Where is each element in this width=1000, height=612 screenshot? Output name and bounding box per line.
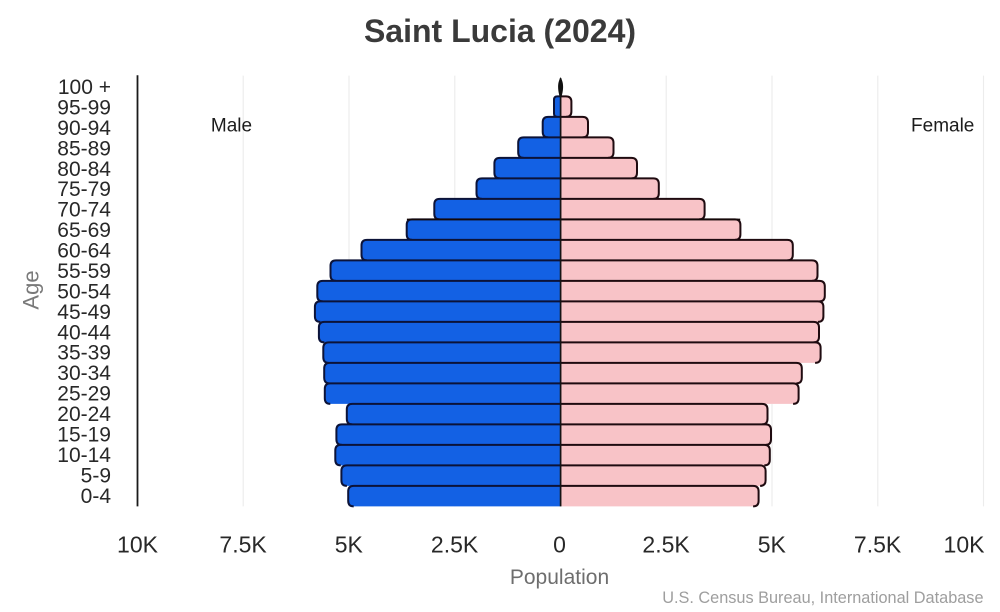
- svg-text:2.5K: 2.5K: [642, 532, 690, 558]
- svg-text:10K: 10K: [944, 532, 986, 558]
- svg-text:55-59: 55-59: [57, 260, 111, 283]
- svg-text:85-89: 85-89: [57, 137, 111, 160]
- svg-text:100 +: 100 +: [58, 76, 111, 99]
- svg-text:5K: 5K: [758, 532, 787, 558]
- svg-text:10-14: 10-14: [57, 444, 111, 467]
- svg-text:45-49: 45-49: [57, 301, 111, 324]
- svg-text:50-54: 50-54: [57, 280, 111, 303]
- svg-text:40-44: 40-44: [57, 321, 111, 344]
- svg-text:95-99: 95-99: [57, 96, 111, 119]
- svg-text:Male: Male: [211, 115, 252, 136]
- svg-text:10K: 10K: [117, 532, 159, 558]
- svg-text:2.5K: 2.5K: [431, 532, 479, 558]
- svg-text:7.5K: 7.5K: [854, 532, 902, 558]
- svg-text:20-24: 20-24: [57, 403, 111, 426]
- svg-text:7.5K: 7.5K: [219, 532, 267, 558]
- svg-text:80-84: 80-84: [57, 158, 111, 181]
- svg-text:5-9: 5-9: [81, 464, 111, 487]
- svg-text:U.S. Census Bureau, Internatio: U.S. Census Bureau, International Databa…: [662, 589, 983, 607]
- svg-text:15-19: 15-19: [57, 424, 111, 447]
- svg-text:60-64: 60-64: [57, 240, 111, 263]
- svg-text:65-69: 65-69: [57, 219, 111, 242]
- svg-text:5K: 5K: [335, 532, 364, 558]
- svg-text:Population: Population: [510, 566, 609, 589]
- svg-text:90-94: 90-94: [57, 117, 111, 140]
- svg-text:75-79: 75-79: [57, 178, 111, 201]
- svg-text:Saint Lucia (2024): Saint Lucia (2024): [364, 13, 636, 49]
- svg-text:0: 0: [553, 532, 566, 558]
- svg-text:Female: Female: [911, 115, 974, 136]
- svg-text:35-39: 35-39: [57, 342, 111, 365]
- svg-text:Age: Age: [19, 270, 44, 309]
- svg-text:30-34: 30-34: [57, 362, 111, 385]
- svg-text:70-74: 70-74: [57, 199, 111, 222]
- svg-text:0-4: 0-4: [81, 485, 112, 508]
- svg-text:25-29: 25-29: [57, 383, 111, 406]
